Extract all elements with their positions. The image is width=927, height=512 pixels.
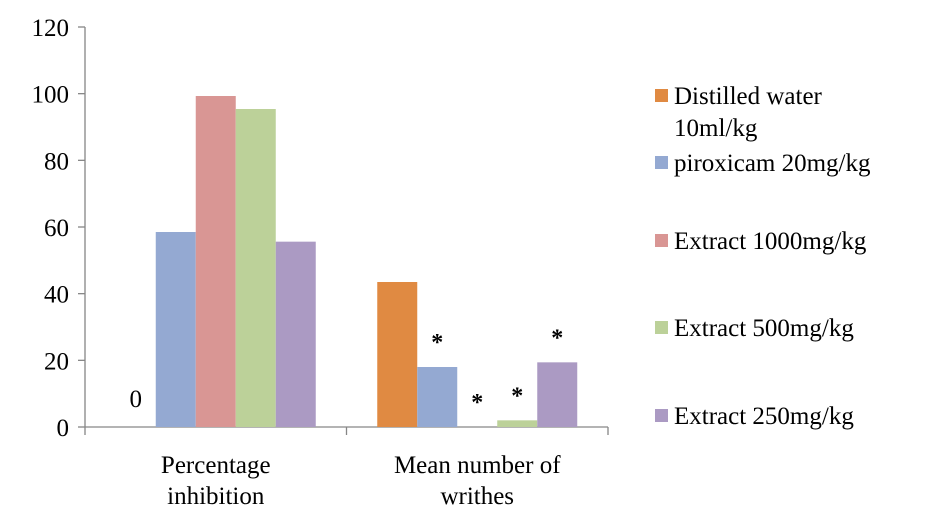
y-tick-label: 80 xyxy=(44,148,69,175)
x-category-label: Mean number of xyxy=(394,452,561,479)
significance-asterisk: * xyxy=(511,383,523,409)
significance-asterisk: * xyxy=(471,390,483,416)
y-tick-label: 20 xyxy=(44,348,69,375)
significance-asterisk: * xyxy=(551,325,563,351)
y-tick-label: 120 xyxy=(32,15,70,42)
x-category-label: Percentage xyxy=(161,452,271,479)
y-tick-label: 0 xyxy=(57,415,70,442)
legend-label: Distilled water xyxy=(674,83,823,110)
bar xyxy=(417,367,458,427)
x-category-label: writhes xyxy=(440,483,514,510)
y-tick-label: 40 xyxy=(44,282,69,309)
y-tick-label: 60 xyxy=(44,215,69,242)
legend-swatch xyxy=(655,89,668,102)
x-category-label: inhibition xyxy=(167,483,265,510)
legend-swatch xyxy=(655,409,668,422)
bar xyxy=(537,362,578,427)
legend-label: 10ml/kg xyxy=(674,115,758,142)
data-labels: 0 * * * * xyxy=(130,325,564,416)
y-axis: 0 20 40 60 80 100 120 xyxy=(32,15,86,442)
legend: Distilled water 10ml/kg piroxicam 20mg/kg E… xyxy=(655,83,871,430)
x-axis: Percentage inhibition Mean number of writhe… xyxy=(84,426,609,510)
bar xyxy=(235,109,276,427)
legend-label: piroxicam 20mg/kg xyxy=(674,150,871,177)
data-label: 0 xyxy=(130,386,143,413)
legend-swatch xyxy=(655,321,668,334)
y-tick-label: 100 xyxy=(32,82,70,109)
legend-label: Extract 250mg/kg xyxy=(674,403,854,430)
bar xyxy=(377,282,418,427)
bar xyxy=(155,232,196,427)
bar xyxy=(275,241,316,427)
legend-label: Extract 1000mg/kg xyxy=(674,228,867,255)
legend-label: Extract 500mg/kg xyxy=(674,315,854,342)
bar xyxy=(497,420,538,427)
bars xyxy=(155,96,578,427)
significance-asterisk: * xyxy=(431,330,443,356)
bar xyxy=(195,96,236,427)
legend-swatch xyxy=(655,156,668,169)
legend-swatch xyxy=(655,234,668,247)
